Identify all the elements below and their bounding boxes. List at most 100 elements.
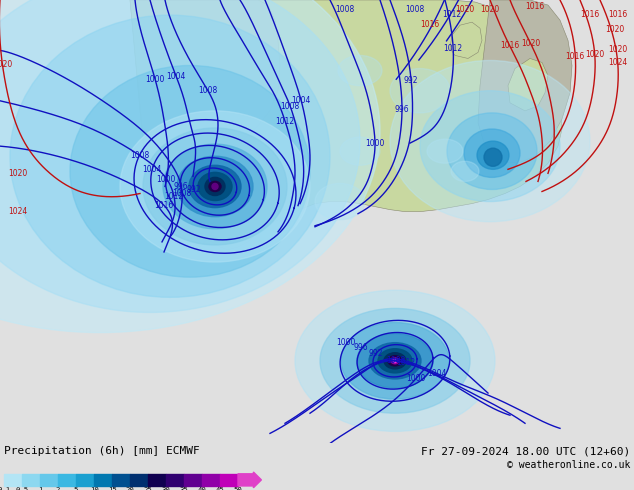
Text: 1016: 1016 [566,52,585,61]
Ellipse shape [394,360,396,362]
Text: 1008: 1008 [280,102,300,111]
Polygon shape [130,0,280,247]
Text: 1020: 1020 [455,5,475,14]
Bar [202,474,220,486]
Text: 1012: 1012 [276,117,295,126]
Ellipse shape [212,183,218,190]
Text: 1020: 1020 [8,169,27,178]
Ellipse shape [120,111,310,262]
Text: 1012: 1012 [164,192,184,201]
Ellipse shape [10,15,330,297]
Text: 2: 2 [56,487,60,490]
Bar [58,474,76,486]
Text: 45: 45 [216,487,224,490]
Bar [184,474,202,486]
Ellipse shape [0,0,380,333]
Text: 1004: 1004 [427,369,446,378]
Text: 1000: 1000 [365,139,385,148]
Ellipse shape [338,55,382,86]
Text: 1024: 1024 [8,207,27,216]
Text: 30: 30 [162,487,171,490]
Text: 1008: 1008 [335,5,354,14]
Text: 35: 35 [179,487,188,490]
Text: 1020: 1020 [605,25,624,34]
Text: 1008: 1008 [172,190,192,198]
Bar [94,474,112,486]
Bar [130,474,148,486]
Text: 0.5: 0.5 [15,487,29,490]
Text: 1000: 1000 [156,175,176,184]
Ellipse shape [315,183,365,220]
Text: 996: 996 [173,182,188,191]
Text: 0.1: 0.1 [0,487,11,490]
Text: 1000: 1000 [406,374,425,383]
Text: 1000: 1000 [336,338,356,347]
Ellipse shape [369,343,421,379]
Text: 992: 992 [186,185,201,194]
Ellipse shape [143,128,287,245]
Polygon shape [508,58,548,111]
Text: Fr 27-09-2024 18.00 UTC (12+60): Fr 27-09-2024 18.00 UTC (12+60) [421,446,630,457]
Ellipse shape [464,129,520,177]
Ellipse shape [340,137,380,165]
Text: 1012: 1012 [443,10,462,19]
Text: 1016: 1016 [526,2,545,11]
Bar [22,474,40,486]
Ellipse shape [341,322,449,399]
Text: 1020: 1020 [609,46,628,54]
Ellipse shape [295,290,495,431]
Ellipse shape [0,0,360,313]
Text: 1016: 1016 [155,201,174,210]
Ellipse shape [70,66,310,277]
Text: 992: 992 [404,75,418,85]
Ellipse shape [427,139,463,163]
Ellipse shape [390,69,450,113]
Bar [4,474,22,486]
Text: 1004: 1004 [292,97,311,105]
Text: 1020: 1020 [0,60,12,69]
Ellipse shape [320,308,470,413]
Bar [76,474,94,486]
Text: 1016: 1016 [580,10,600,19]
Bar [220,474,238,486]
Ellipse shape [451,161,479,181]
Text: 1016: 1016 [500,41,519,50]
Text: 1008: 1008 [130,151,149,160]
Text: 996: 996 [354,343,368,352]
Text: 1004: 1004 [143,165,162,174]
Text: 1008: 1008 [385,356,405,366]
Bar [166,474,184,486]
Text: 5: 5 [74,487,78,490]
Ellipse shape [163,144,267,229]
Polygon shape [130,0,562,250]
Ellipse shape [378,349,412,373]
Ellipse shape [420,91,560,201]
Text: 20: 20 [126,487,134,490]
Bar [148,474,166,486]
Text: 15: 15 [108,487,117,490]
Ellipse shape [391,358,399,364]
Polygon shape [450,22,482,58]
Text: 1020: 1020 [585,50,604,59]
Text: 1000: 1000 [145,74,165,84]
Text: © weatheronline.co.uk: © weatheronline.co.uk [507,460,630,469]
Text: 1008: 1008 [405,5,425,14]
Text: 1024: 1024 [608,58,627,67]
Ellipse shape [198,172,232,200]
Ellipse shape [390,60,590,221]
Text: 1016: 1016 [609,10,628,19]
Text: 1008: 1008 [198,86,217,95]
Text: Precipitation (6h) [mm] ECMWF: Precipitation (6h) [mm] ECMWF [4,446,200,457]
Text: 1012: 1012 [396,358,415,367]
Text: 25: 25 [144,487,152,490]
Ellipse shape [477,141,509,170]
FancyArrow shape [238,472,261,488]
Ellipse shape [205,177,225,196]
Text: 996: 996 [395,105,410,114]
Text: 50: 50 [233,487,242,490]
Bar [112,474,130,486]
Text: 10: 10 [89,487,98,490]
Text: 40: 40 [198,487,207,490]
Ellipse shape [447,113,537,190]
Ellipse shape [393,359,397,363]
